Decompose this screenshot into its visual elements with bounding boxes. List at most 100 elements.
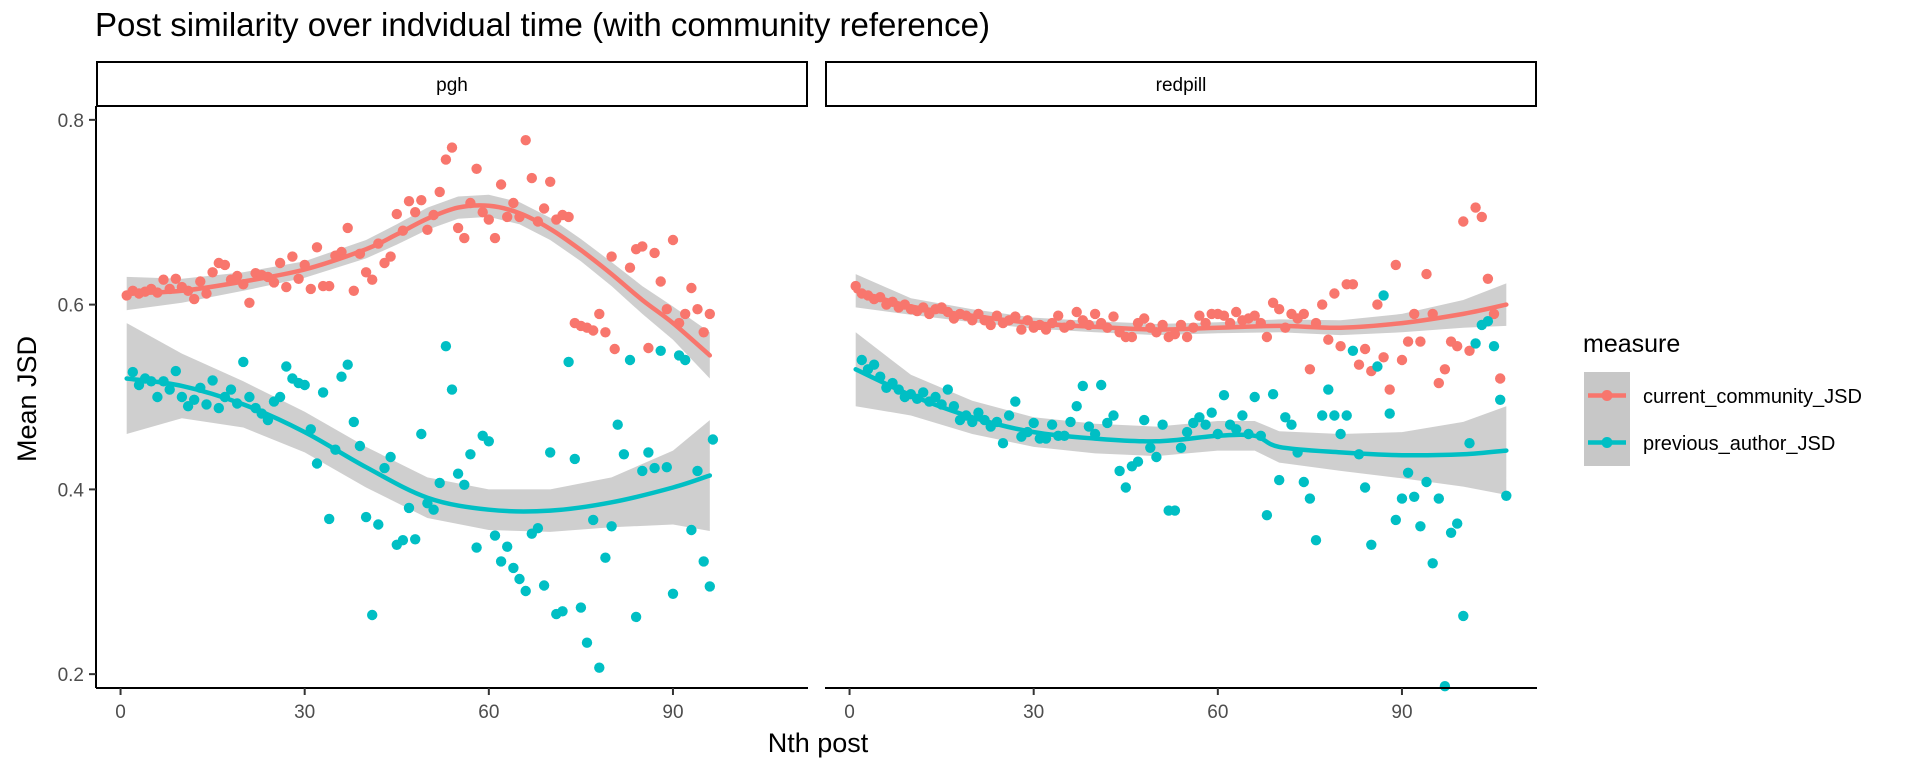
data-point-current_community_JSD <box>538 203 550 214</box>
data-point-current_community_JSD <box>348 285 359 296</box>
y-axis-title: Mean JSD <box>12 336 42 462</box>
data-point-current_community_JSD <box>704 308 715 320</box>
data-point-current_community_JSD <box>201 288 212 299</box>
data-point-previous_author_JSD <box>495 556 507 567</box>
data-point-current_community_JSD <box>342 222 353 234</box>
data-point-current_community_JSD <box>489 232 501 244</box>
facet-strip <box>96 61 808 107</box>
data-point-current_community_JSD <box>1317 299 1328 310</box>
data-point-previous_author_JSD <box>207 375 218 386</box>
data-point-current_community_JSD <box>422 224 433 235</box>
data-point-current_community_JSD <box>1359 343 1371 355</box>
data-point-current_community_JSD <box>1108 311 1119 322</box>
data-point-previous_author_JSD <box>1439 681 1451 692</box>
data-point-previous_author_JSD <box>1145 442 1156 453</box>
data-point-previous_author_JSD <box>1482 316 1494 327</box>
data-point-previous_author_JSD <box>1280 412 1291 423</box>
data-point-previous_author_JSD <box>324 513 335 525</box>
data-point-previous_author_JSD <box>1501 490 1512 501</box>
data-point-previous_author_JSD <box>1077 380 1089 392</box>
data-point-previous_author_JSD <box>630 611 642 623</box>
data-point-previous_author_JSD <box>612 419 623 430</box>
data-point-previous_author_JSD <box>502 541 513 552</box>
legend-title: measure <box>1583 330 1680 358</box>
data-point-previous_author_JSD <box>545 447 556 458</box>
data-point-current_community_JSD <box>1139 313 1150 324</box>
data-point-previous_author_JSD <box>1372 361 1383 372</box>
data-point-current_community_JSD <box>594 308 605 320</box>
facet-strip-label: redpill <box>1156 75 1207 96</box>
data-point-previous_author_JSD <box>1218 390 1230 401</box>
data-point-current_community_JSD <box>637 241 648 252</box>
data-point-previous_author_JSD <box>133 379 145 391</box>
data-point-previous_author_JSD <box>1102 417 1113 429</box>
data-point-current_community_JSD <box>1495 373 1506 384</box>
data-point-current_community_JSD <box>232 270 243 282</box>
data-point-current_community_JSD <box>207 267 218 278</box>
data-point-previous_author_JSD <box>930 391 941 403</box>
data-point-previous_author_JSD <box>868 359 880 370</box>
data-point-previous_author_JSD <box>367 609 378 621</box>
data-point-previous_author_JSD <box>403 502 415 514</box>
legend-item-previous_author_JSD: previous_author_JSD <box>1584 419 1835 466</box>
smooth-line-previous_author_JSD <box>124 376 713 514</box>
data-point-previous_author_JSD <box>655 345 666 356</box>
data-point-current_community_JSD <box>1040 324 1052 335</box>
data-point-previous_author_JSD <box>1378 290 1389 301</box>
data-point-current_community_JSD <box>649 247 660 259</box>
data-point-current_community_JSD <box>1458 216 1469 227</box>
data-point-current_community_JSD <box>1231 306 1242 318</box>
data-point-current_community_JSD <box>1261 331 1273 343</box>
data-point-previous_author_JSD <box>973 407 984 418</box>
data-point-current_community_JSD <box>692 304 703 315</box>
legend-item-current_community_JSD: current_community_JSD <box>1584 372 1862 419</box>
data-point-previous_author_JSD <box>649 462 660 474</box>
x-tick-label: 90 <box>662 702 683 723</box>
data-point-previous_author_JSD <box>1317 410 1328 421</box>
data-point-current_community_JSD <box>1402 336 1414 347</box>
data-point-previous_author_JSD <box>557 606 568 617</box>
data-point-previous_author_JSD <box>1409 491 1420 502</box>
data-point-current_community_JSD <box>698 327 709 338</box>
data-point-previous_author_JSD <box>1470 338 1481 349</box>
smooth-line-previous_author_JSD <box>853 367 1509 458</box>
data-point-current_community_JSD <box>1476 211 1488 223</box>
data-point-previous_author_JSD <box>692 465 703 477</box>
data-point-previous_author_JSD <box>1286 419 1297 430</box>
data-point-previous_author_JSD <box>686 524 697 536</box>
data-point-current_community_JSD <box>1488 308 1500 320</box>
data-point-previous_author_JSD <box>1096 379 1107 391</box>
data-point-previous_author_JSD <box>1341 410 1352 421</box>
data-point-current_community_JSD <box>1249 310 1260 321</box>
data-point-current_community_JSD <box>1089 308 1101 320</box>
data-point-previous_author_JSD <box>238 356 249 368</box>
data-point-previous_author_JSD <box>1464 438 1475 449</box>
x-tick-label: 90 <box>1391 702 1412 723</box>
data-point-current_community_JSD <box>526 172 537 184</box>
data-point-previous_author_JSD <box>581 637 593 648</box>
data-point-current_community_JSD <box>643 342 654 354</box>
data-point-current_community_JSD <box>545 176 556 187</box>
data-point-previous_author_JSD <box>918 387 929 398</box>
ci-ribbon-previous_author_JSD <box>126 323 710 532</box>
data-point-current_community_JSD <box>1396 354 1408 366</box>
data-point-previous_author_JSD <box>360 511 372 523</box>
data-point-previous_author_JSD <box>1445 527 1457 538</box>
data-point-current_community_JSD <box>391 208 402 220</box>
x-axis-title: Nth post <box>768 728 869 758</box>
data-point-current_community_JSD <box>1329 288 1340 299</box>
data-point-previous_author_JSD <box>1366 539 1377 550</box>
data-point-previous_author_JSD <box>563 356 574 368</box>
chart-title: Post similarity over indvidual time (wit… <box>95 6 990 43</box>
data-point-previous_author_JSD <box>1181 426 1193 438</box>
data-point-current_community_JSD <box>1218 310 1230 321</box>
data-point-current_community_JSD <box>1200 317 1211 329</box>
legend-label: previous_author_JSD <box>1643 433 1835 455</box>
data-point-previous_author_JSD <box>1028 417 1039 429</box>
data-point-current_community_JSD <box>416 195 427 206</box>
data-point-current_community_JSD <box>520 135 531 146</box>
data-point-previous_author_JSD <box>373 519 384 530</box>
data-point-previous_author_JSD <box>483 436 494 447</box>
data-point-previous_author_JSD <box>1310 535 1322 546</box>
data-point-previous_author_JSD <box>1359 482 1371 493</box>
